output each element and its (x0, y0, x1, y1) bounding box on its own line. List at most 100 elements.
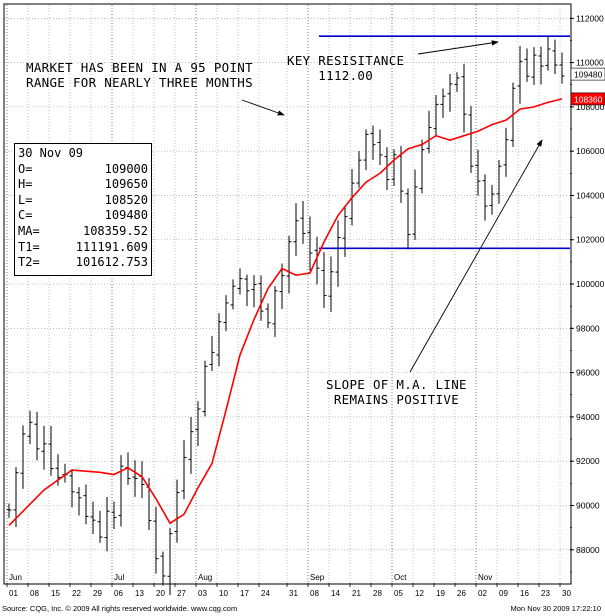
price-bar (384, 147, 390, 191)
y-tick-label: 106000 (576, 146, 605, 156)
ohlc-row-t2: T2= 101612.753 (18, 255, 148, 271)
resistance-arrow (417, 40, 499, 55)
x-tick-label: 16 (520, 589, 529, 598)
price-tags: 109480 108360 (570, 67, 605, 106)
price-bar (97, 510, 103, 543)
range-arrow (241, 99, 285, 116)
x-tick-label: 23 (541, 589, 550, 598)
price-bar (356, 151, 362, 188)
ohlc-value: 108359.52 (82, 223, 148, 238)
grid (5, 5, 570, 583)
month-label: Nov (478, 573, 492, 582)
price-tag-box (570, 67, 605, 81)
x-tick-label: 15 (51, 589, 60, 598)
resistance-annotation-line-1: KEY RESISITANCE (287, 53, 405, 68)
price-bars (6, 36, 565, 595)
x-tick-label: 08 (310, 589, 319, 598)
price-bar (538, 46, 544, 85)
price-bar (293, 203, 299, 256)
month-label: Oct (394, 573, 407, 582)
slope-annotation: SLOPE OF M.A. LINE REMAINS POSITIVE (326, 377, 467, 407)
price-bar (223, 295, 229, 332)
ohlc-value: 108520 (104, 192, 148, 207)
ohlc-row-ma: MA= 108359.52 (18, 224, 148, 240)
ohlc-key: C= (18, 208, 33, 223)
trendlines (319, 35, 570, 250)
x-tick-label: 14 (331, 589, 340, 598)
x-tick-label: 20 (156, 589, 165, 598)
price-bar (559, 52, 565, 84)
price-bar (237, 268, 243, 295)
ohlc-value: 101612.753 (75, 255, 148, 270)
price-bar (111, 501, 117, 530)
plot-frame (3, 3, 572, 585)
price-bar (433, 94, 439, 137)
price-bar (503, 127, 509, 177)
y-tick-label: 90000 (576, 500, 600, 510)
x-tick-label: 12 (415, 589, 424, 598)
price-bar (419, 139, 425, 194)
price-bar (377, 129, 383, 166)
ohlc-row-open: O= 109000 (18, 162, 148, 178)
ohlc-row-close: C= 109480 (18, 208, 148, 224)
x-tick-label: 17 (240, 589, 249, 598)
range-annotation-line-2: RANGE FOR NEARLY THREE MONTHS (26, 75, 253, 90)
price-tag: 108360 (570, 92, 605, 106)
price-bar (286, 235, 292, 294)
price-bar (209, 335, 215, 372)
x-tick-label: 05 (394, 589, 403, 598)
price-bar (69, 469, 75, 508)
price-bar (496, 160, 502, 204)
price-bar (174, 479, 180, 543)
price-bar (160, 551, 166, 586)
price-bar (27, 410, 33, 445)
ohlc-value: 111191.609 (75, 239, 148, 254)
ohlc-row-t1: T1= 111191.609 (18, 240, 148, 256)
price-bar (279, 263, 285, 310)
x-tick-label: 03 (198, 589, 207, 598)
y-tick-label: 94000 (576, 412, 600, 422)
price-bar (531, 47, 537, 86)
x-tick-label: 13 (135, 589, 144, 598)
price-bar (251, 275, 257, 308)
slope-arrow (409, 139, 543, 373)
price-bar (13, 467, 19, 528)
price-bar (412, 169, 418, 241)
price-bar (265, 303, 271, 329)
ohlc-key: T2= (18, 255, 40, 270)
resistance-annotation-line-2: 1112.00 (318, 68, 374, 83)
price-bar (76, 487, 82, 516)
price-bar (426, 110, 432, 154)
y-tick-label: 98000 (576, 323, 600, 333)
ohlc-row-high: H= 109650 (18, 177, 148, 193)
footer: Source: CQG, Inc. © 2009 All rights rese… (0, 601, 605, 616)
price-bar (41, 425, 47, 470)
x-tick-label: 10 (219, 589, 228, 598)
ohlc-key: T1= (18, 239, 40, 254)
price-bar (188, 417, 194, 474)
slope-annotation-line-1: SLOPE OF M.A. LINE (326, 377, 467, 392)
y-tick-label: 96000 (576, 368, 600, 378)
price-bar (405, 188, 411, 250)
month-label: Jul (114, 573, 124, 582)
x-tick-label: 31 (289, 589, 298, 598)
price-bar (468, 105, 474, 173)
x-tick-label: 26 (457, 589, 466, 598)
price-bar (335, 220, 341, 287)
price-bar (440, 88, 446, 118)
footer-source: Source: CQG, Inc. © 2009 All rights rese… (2, 604, 238, 613)
ohlc-panel: 30 Nov 09 O= 109000 H= 109650 L= 108520 C= 1… (14, 143, 152, 276)
price-tag-label: 108360 (574, 94, 603, 104)
y-tick-label: 104000 (576, 190, 605, 200)
price-tag: 109480 (570, 67, 605, 81)
x-tick-label: 02 (478, 589, 487, 598)
moving-average (8, 98, 563, 526)
x-axis: 01 08 15 22 29 06 13 20 27 03 10 17 24 31 08 14 21 28 05 12… (6, 573, 571, 598)
x-tick-label: 24 (261, 589, 270, 598)
annotation-arrows (241, 40, 543, 373)
price-bar (272, 286, 278, 337)
price-bar (370, 125, 376, 160)
price-bar (6, 503, 12, 518)
x-tick-label: 09 (499, 589, 508, 598)
footer-timestamp: Mon Nov 30 2009 17:22:10 (510, 604, 601, 613)
